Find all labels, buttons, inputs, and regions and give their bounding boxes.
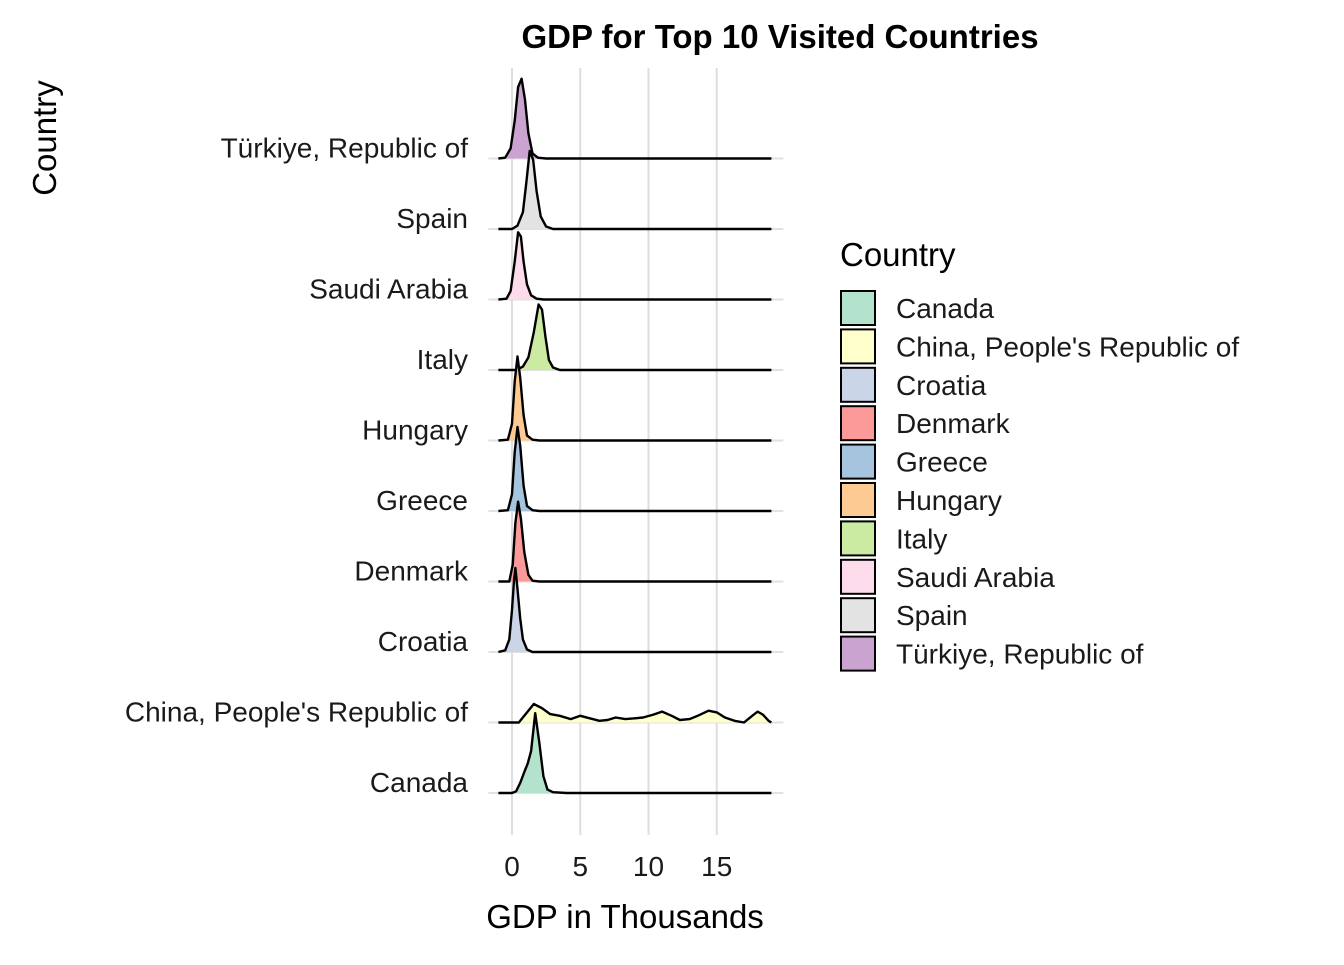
y-tick-layer: Canada China, People's Republic of Croatia…	[125, 133, 469, 799]
legend-title: Country	[840, 236, 956, 273]
legend-label-5: Hungary	[896, 485, 1002, 516]
legend-label-8: Spain	[896, 600, 968, 631]
ridge-line-italy	[498, 303, 772, 372]
y-tick-label-6: Italy	[417, 344, 468, 375]
ridge-line-greece	[498, 425, 772, 513]
legend-key-5	[840, 482, 876, 518]
ridge-fill-canada	[498, 713, 772, 793]
x-axis-title: GDP in Thousands	[486, 898, 764, 935]
x-tick-label-1: 5	[572, 851, 588, 882]
legend-label-9: Türkiye, Republic of	[896, 639, 1144, 670]
y-tick-label-8: Spain	[396, 203, 468, 234]
ridge-layer	[498, 77, 773, 795]
legend-key-4	[840, 443, 876, 480]
y-tick-label-5: Hungary	[362, 415, 468, 446]
ridge-line-spain	[498, 149, 772, 231]
y-tick-label-9: Türkiye, Republic of	[221, 133, 469, 164]
ridge-fill-t-rkiye-republic-of	[498, 78, 772, 159]
legend-key-8	[840, 597, 876, 634]
x-tick-label-0: 0	[504, 851, 520, 882]
ridge-fill-italy	[498, 304, 772, 370]
legend-key-1	[840, 328, 876, 365]
legend-label-0: Canada	[896, 293, 995, 324]
legend-key-0	[840, 290, 876, 326]
x-tick-label-3: 15	[701, 851, 732, 882]
legend-label-2: Croatia	[896, 370, 987, 401]
y-tick-label-0: Canada	[370, 767, 469, 798]
y-tick-label-7: Saudi Arabia	[309, 274, 468, 305]
y-tick-label-1: China, People's Republic of	[125, 697, 468, 728]
y-axis-title: Country	[26, 80, 63, 196]
ridge-fill-spain	[498, 150, 772, 229]
legend-key-2	[840, 366, 876, 403]
legend-items: Canada China, People's Republic of Croatia…	[840, 290, 1239, 672]
legend-key-6	[840, 520, 876, 557]
x-tick-label-2: 10	[633, 851, 664, 882]
ridge-line-croatia	[498, 566, 772, 654]
y-tick-label-4: Greece	[376, 485, 468, 516]
ridge-fill-saudi-arabia	[498, 232, 772, 300]
ridge-line-canada	[498, 712, 772, 795]
chart-title: GDP for Top 10 Visited Countries	[521, 18, 1038, 55]
legend-label-4: Greece	[896, 447, 988, 478]
ridge-fill-denmark	[498, 501, 772, 582]
legend-label-7: Saudi Arabia	[896, 562, 1055, 593]
legend-key-3	[840, 405, 876, 442]
x-tick-layer: 0 5 10 15	[504, 851, 732, 882]
legend-label-3: Denmark	[896, 408, 1011, 439]
legend-label-6: Italy	[896, 523, 947, 554]
legend-label-1: China, People's Republic of	[896, 331, 1239, 362]
ridge-line-china-people-s-republic-of	[498, 702, 773, 724]
y-tick-label-3: Denmark	[354, 556, 469, 587]
legend-key-7	[840, 558, 876, 595]
legend-key-9	[840, 635, 876, 672]
ridge-line-saudi-arabia	[498, 231, 772, 301]
ridge-line-t-rkiye-republic-of	[498, 77, 772, 160]
y-tick-label-2: Croatia	[378, 626, 469, 657]
ridge-line-hungary	[498, 355, 772, 442]
legend: Country Canada China, People's Republic o…	[840, 236, 1239, 672]
ridge-line-denmark	[498, 500, 772, 583]
